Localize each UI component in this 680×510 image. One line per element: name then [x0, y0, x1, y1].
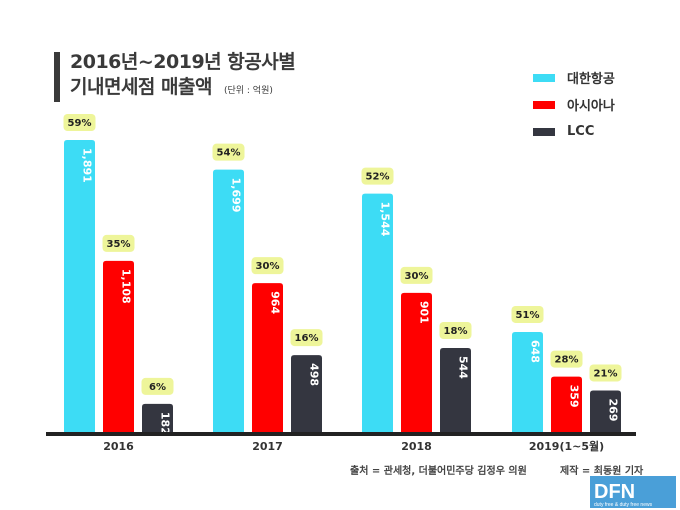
- share-label-0-1: 54%: [217, 148, 241, 159]
- legend-swatch-asiana: [533, 100, 555, 109]
- share-badge-1-0: [102, 234, 135, 252]
- value-label-2-1: 498: [308, 363, 321, 386]
- bar-0-2: [362, 193, 393, 432]
- share-label-0-0: 59%: [68, 118, 92, 129]
- share-badge-1-3: [550, 350, 583, 368]
- bar-2-0: [142, 403, 173, 432]
- legend-label-korean-air: 대한항공: [567, 72, 615, 87]
- x-tick-label-2: 2018: [401, 440, 432, 453]
- share-badge-2-3: [589, 364, 622, 382]
- legend: 대한항공 아시아나 LCC: [533, 64, 615, 145]
- share-badge-2-1: [290, 329, 323, 347]
- value-label-2-3: 269: [607, 398, 620, 421]
- logo-shape: [590, 476, 676, 508]
- share-label-1-1: 30%: [256, 261, 280, 272]
- credit-note: 제작 = 최동원 기자: [560, 466, 644, 477]
- bar-0-0: [64, 140, 95, 432]
- legend-swatch-korean-air: [533, 73, 555, 82]
- legend-label-asiana: 아시아나: [567, 99, 615, 114]
- value-label-2-0: 182: [159, 412, 172, 435]
- share-badge-0-1: [212, 143, 245, 161]
- bar-2-1: [291, 355, 322, 432]
- unit-label: (단위 : 억원): [223, 86, 273, 96]
- share-badge-0-0: [63, 114, 96, 131]
- value-label-2-2: 544: [457, 356, 470, 379]
- logo-text: DFN: [594, 481, 635, 503]
- legend-label-lcc: LCC: [567, 124, 595, 139]
- x-tick-label-3: 2019(1~5월): [529, 439, 604, 453]
- share-label-1-0: 35%: [107, 239, 131, 250]
- share-label-2-3: 21%: [594, 368, 618, 379]
- bar-0-3: [512, 331, 543, 432]
- value-label-0-3: 648: [529, 340, 542, 363]
- title-line-1: 2016년~2019년 항공사별: [70, 51, 296, 73]
- bar-1-1: [252, 283, 283, 432]
- value-label-1-2: 901: [418, 301, 431, 324]
- share-badge-1-2: [400, 266, 433, 284]
- share-label-0-2: 52%: [366, 172, 390, 183]
- legend-swatch-lcc: [533, 127, 555, 136]
- share-label-2-0: 6%: [149, 382, 166, 393]
- dfn-logo: DFN duty free & duty free news: [590, 476, 676, 508]
- title-line-2-text: 기내면세점 매출액: [70, 76, 212, 98]
- value-label-1-3: 359: [568, 385, 581, 408]
- value-label-1-0: 1,108: [120, 269, 133, 304]
- value-label-0-1: 1,699: [230, 178, 243, 213]
- bar-1-3: [551, 376, 582, 432]
- x-tick-label-1: 2017: [252, 440, 283, 453]
- share-label-2-2: 18%: [444, 326, 468, 337]
- bar-0-1: [213, 169, 244, 432]
- source-note: 출처 = 관세청, 더불어민주당 김정우 의원: [350, 466, 527, 477]
- share-badge-1-1: [251, 257, 284, 275]
- legend-item-korean-air: 대한항공: [533, 64, 615, 91]
- legend-item-asiana: 아시아나: [533, 91, 615, 118]
- value-label-1-1: 964: [269, 291, 282, 314]
- bar-1-0: [103, 260, 134, 432]
- value-label-0-2: 1,544: [379, 202, 392, 237]
- share-label-2-1: 16%: [295, 333, 319, 344]
- bar-2-3: [590, 390, 621, 432]
- legend-item-lcc: LCC: [533, 118, 615, 145]
- bar-1-2: [401, 292, 432, 432]
- x-axis-line: [46, 432, 636, 436]
- title-line-2: 기내면세점 매출액 (단위 : 억원): [70, 75, 295, 104]
- share-badge-2-2: [439, 321, 472, 339]
- logo-tagline: duty free & duty free news: [594, 502, 653, 508]
- chart-title: 2016년~2019년 항공사별 기내면세점 매출액 (단위 : 억원): [70, 50, 296, 104]
- share-badge-0-3: [511, 305, 544, 323]
- title-accent-bar: [54, 52, 60, 102]
- x-tick-label-0: 2016: [103, 440, 134, 453]
- share-label-1-2: 30%: [405, 271, 429, 282]
- bar-2-2: [440, 347, 471, 432]
- share-badge-0-2: [361, 167, 394, 185]
- share-badge-2-0: [141, 377, 174, 395]
- value-label-0-0: 1,891: [81, 148, 94, 183]
- share-label-1-3: 28%: [555, 355, 579, 366]
- share-label-0-3: 51%: [516, 310, 540, 321]
